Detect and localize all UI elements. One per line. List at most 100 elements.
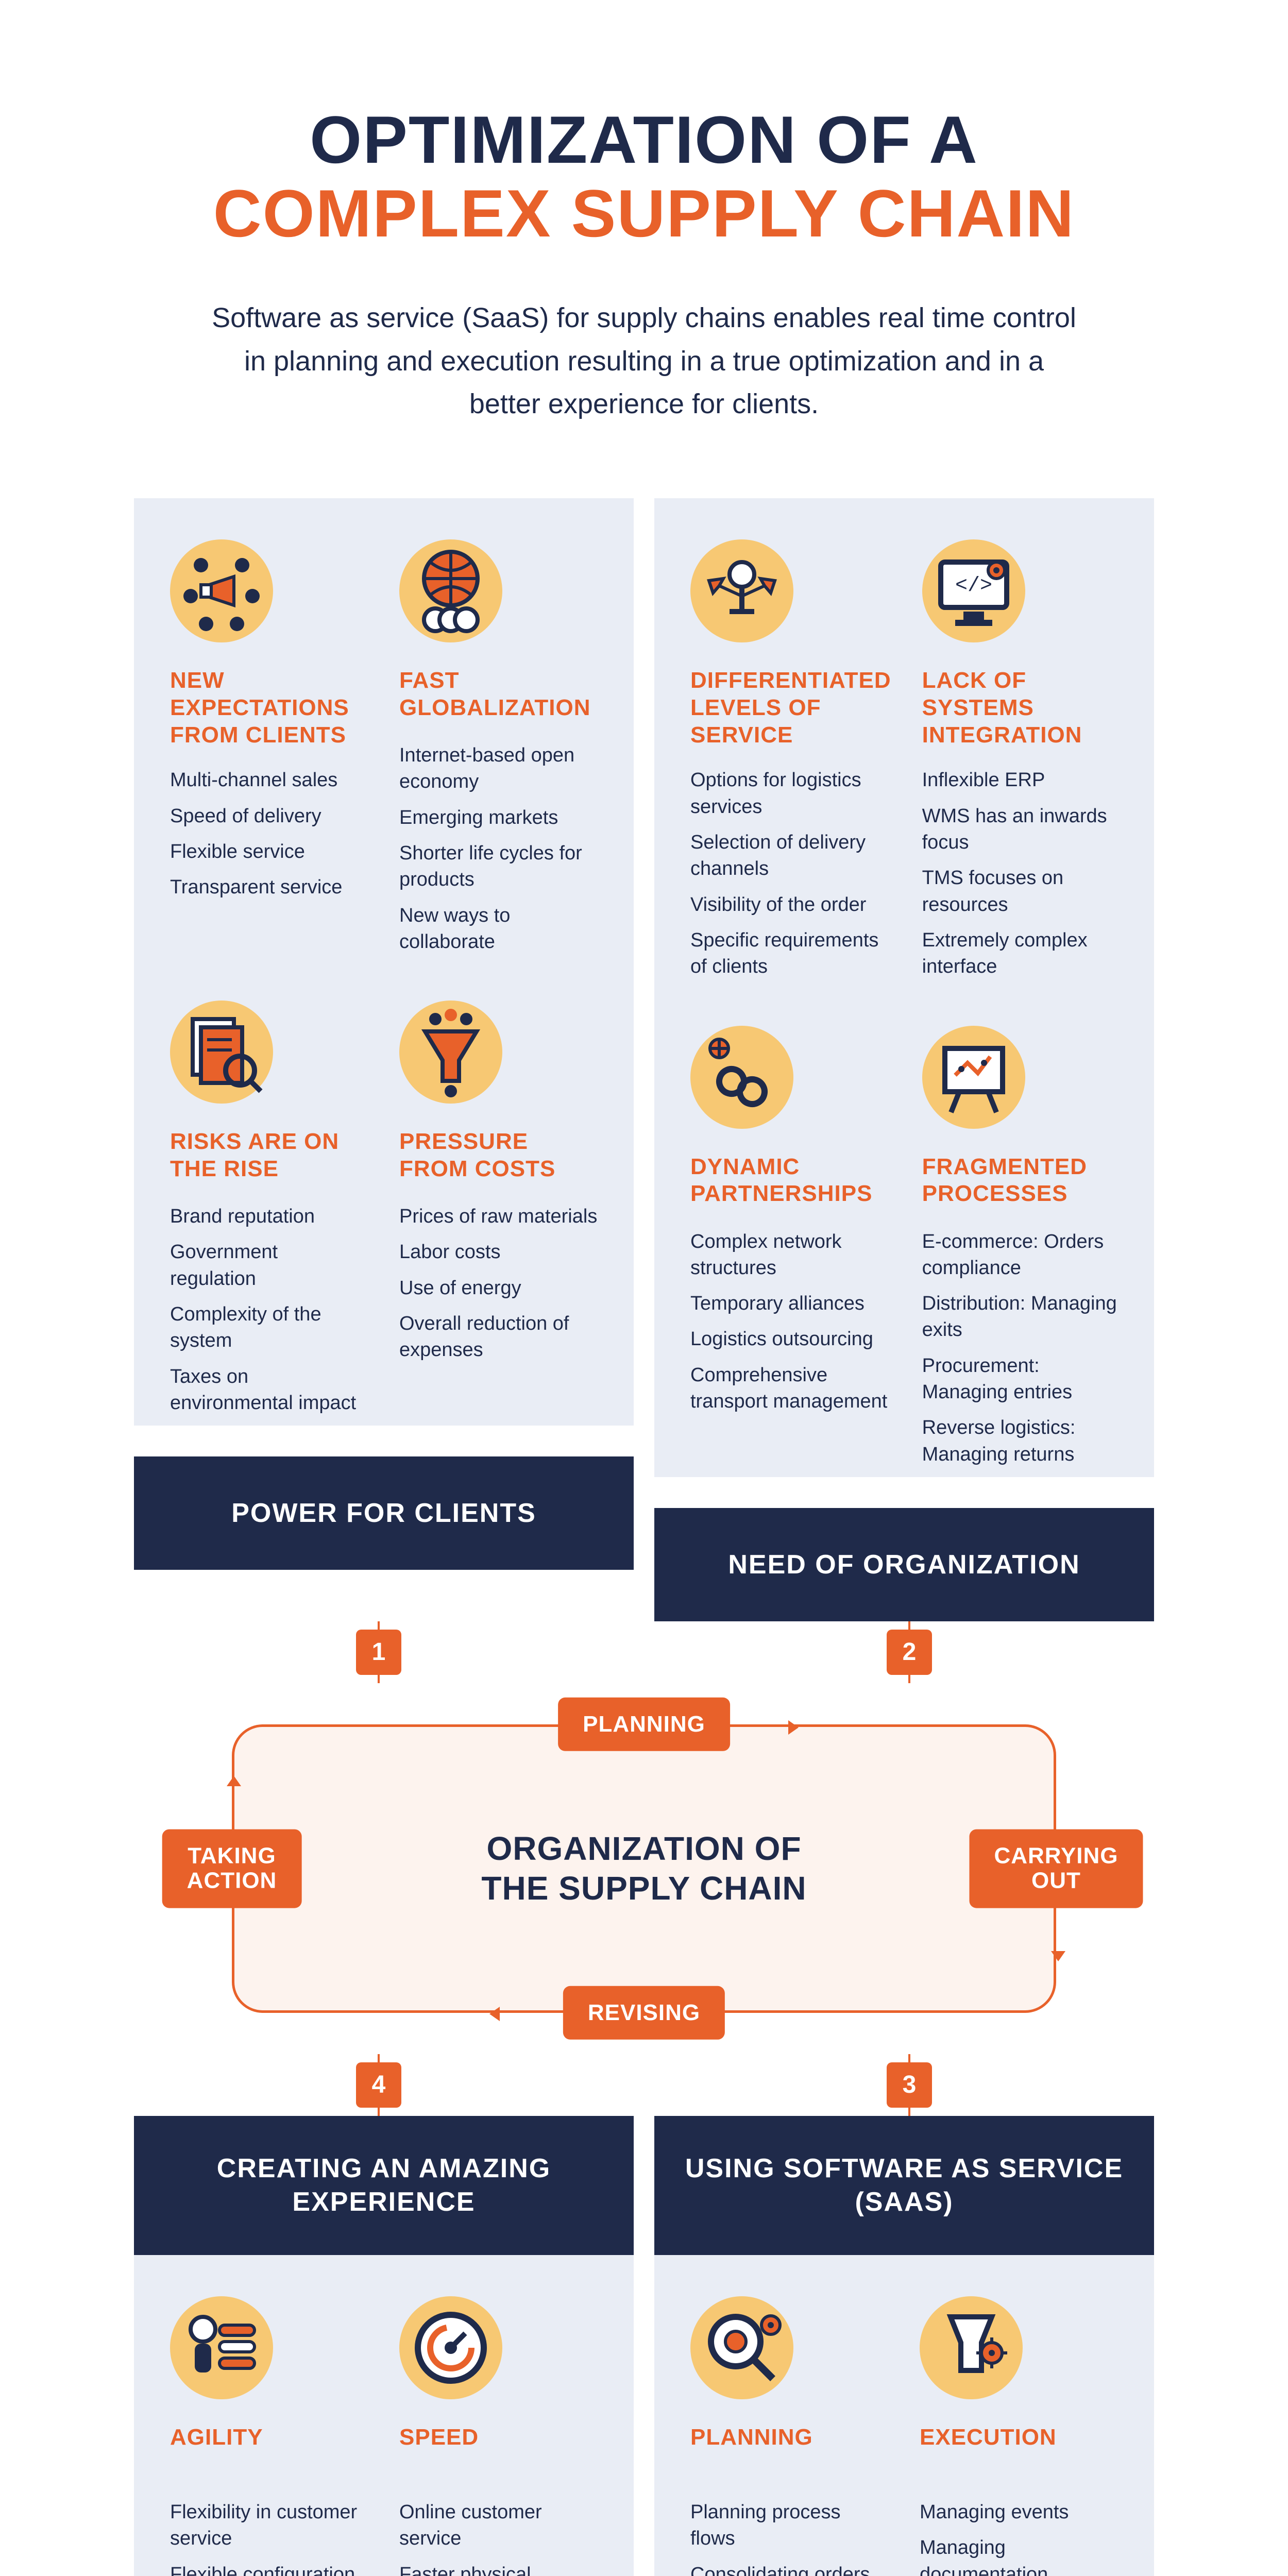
- main-title: OPTIMIZATION OF A COMPLEX SUPPLY CHAIN: [134, 103, 1154, 250]
- bl-item-1: SPEED Online customer serviceFaster phys…: [399, 2296, 598, 2576]
- point: Inflexible ERP: [922, 767, 1118, 793]
- item-title: DYNAMIC PARTNERSHIPS: [690, 1154, 891, 1210]
- subtitle: Software as service (SaaS) for supply ch…: [206, 297, 1082, 426]
- point: New ways to collaborate: [399, 903, 598, 956]
- item-list: Brand reputationGovernment regulationCom…: [170, 1204, 368, 1416]
- point: Flexibility in customer service: [170, 2499, 368, 2552]
- item-list: Flexibility in customer service Flexible …: [170, 2499, 368, 2576]
- document-icon: [170, 1001, 273, 1104]
- globe-icon: [399, 539, 502, 642]
- item-list: Planning process flowsConsolidating orde…: [690, 2499, 889, 2576]
- item-list: Internet-based open economy Emerging mark…: [399, 742, 598, 955]
- point: Brand reputation: [170, 1204, 368, 1230]
- point: Emerging markets: [399, 805, 598, 831]
- point: Multi-channel sales: [170, 767, 368, 793]
- item-title: DIFFERENTIATED LEVELS OF SERVICE: [690, 667, 891, 749]
- point: Distribution: Managing exits: [922, 1291, 1118, 1344]
- arrow-right: [1051, 1951, 1065, 1961]
- point: Taxes on environmental impact: [170, 1364, 368, 1417]
- point: Comprehensive transport management: [690, 1362, 891, 1415]
- tr-item-3: FRAGMENTED PROCESSES E-commerce: Orders …: [922, 1026, 1118, 1477]
- point: Extremely complex interface: [922, 927, 1118, 980]
- banner-experience: CREATING AN AMAZING EXPERIENCE: [134, 2116, 634, 2255]
- br-item-0: PLANNING Planning process flowsConsolida…: [690, 2296, 889, 2576]
- point: Faster physical processes: [399, 2562, 598, 2576]
- link-icon: [690, 1026, 793, 1129]
- item-list: Multi-channel sales Speed of delivery Flex…: [170, 767, 368, 901]
- point: Use of energy: [399, 1275, 598, 1301]
- connector-top: 1 2: [134, 1621, 1154, 1683]
- item-title: AGILITY: [170, 2424, 368, 2481]
- item-list: Online customer service Faster physical p…: [399, 2499, 598, 2576]
- item-title: FRAGMENTED PROCESSES: [922, 1154, 1118, 1210]
- point: Reverse logistics: Managing returns: [922, 1415, 1118, 1468]
- cycle-center-l1: ORGANIZATION OF: [481, 1829, 806, 1869]
- pill-taking: TAKINGACTION: [162, 1829, 302, 1908]
- top-left-block: NEW EXPECTATIONS FROM CLIENTS Multi-chan…: [134, 498, 634, 1621]
- point: Labor costs: [399, 1239, 598, 1265]
- megaphone-icon: [170, 539, 273, 642]
- item-title: PLANNING: [690, 2424, 889, 2481]
- cycle-center: ORGANIZATION OF THE SUPPLY CHAIN: [481, 1829, 806, 1908]
- num-1: 1: [356, 1630, 401, 1675]
- tr-item-2: DYNAMIC PARTNERSHIPS Complex network str…: [690, 1026, 891, 1477]
- tl-item-1: FAST GLOBALIZATION Internet-based open e…: [399, 539, 598, 964]
- item-list: Complex network structuresTemporary alli…: [690, 1229, 891, 1415]
- point: Flexible service: [170, 839, 368, 865]
- point: Internet-based open economy: [399, 742, 598, 795]
- item-title: NEW EXPECTATIONS FROM CLIENTS: [170, 667, 368, 749]
- point: Transparent service: [170, 874, 368, 901]
- item-title: EXECUTION: [920, 2424, 1118, 2481]
- point: Shorter life cycles for products: [399, 840, 598, 893]
- point: E-commerce: Orders compliance: [922, 1229, 1118, 1282]
- pill-revising: REVISING: [563, 1986, 725, 2040]
- funnel-icon: [399, 1001, 502, 1104]
- point: Managing documentation: [920, 2535, 1118, 2576]
- pill-planning: PLANNING: [558, 1698, 730, 1751]
- item-list: E-commerce: Orders compliance Distributio…: [922, 1229, 1118, 1468]
- bottom-right-block: USING SOFTWARE AS SERVICE (SAAS) PLANNIN…: [654, 2116, 1154, 2576]
- point: Selection of delivery channels: [690, 829, 891, 883]
- banner-power: POWER FOR CLIENTS: [134, 1456, 634, 1570]
- num-3: 3: [887, 2062, 932, 2108]
- point: Specific requirements of clients: [690, 927, 891, 980]
- point: Visibility of the order: [690, 892, 891, 918]
- item-list: Managing eventsManaging documentationVis…: [920, 2499, 1118, 2576]
- title-line-2: COMPLEX SUPPLY CHAIN: [134, 177, 1154, 250]
- top-right-card: DIFFERENTIATED LEVELS OF SERVICE Options…: [654, 498, 1154, 1477]
- agility-icon: [170, 2296, 273, 2399]
- item-title: PRESSURE FROM COSTS: [399, 1128, 598, 1185]
- point: Flexible configuration of processes: [170, 2562, 368, 2576]
- point: Planning process flows: [690, 2499, 889, 2552]
- bottom-left-card: AGILITY Flexibility in customer serviceF…: [134, 2255, 634, 2576]
- item-list: Inflexible ERPWMS has an inwards focusTM…: [922, 767, 1118, 980]
- point: Complexity of the system: [170, 1301, 368, 1354]
- tr-item-1: </> LACK OF SYSTEMS INTEGRATION Inflexib…: [922, 539, 1118, 989]
- point: Options for logistics services: [690, 767, 891, 820]
- arrow-top: [788, 1720, 799, 1735]
- connector-bottom: 4 3: [134, 2054, 1154, 2116]
- top-left-card: NEW EXPECTATIONS FROM CLIENTS Multi-chan…: [134, 498, 634, 1426]
- point: Online customer service: [399, 2499, 598, 2552]
- board-icon: [922, 1026, 1025, 1129]
- cycle-center-l2: THE SUPPLY CHAIN: [481, 1869, 806, 1908]
- bottom-left-block: CREATING AN AMAZING EXPERIENCE AGILITY F…: [134, 2116, 634, 2576]
- point: Speed of delivery: [170, 803, 368, 829]
- page: OPTIMIZATION OF A COMPLEX SUPPLY CHAIN S…: [0, 0, 1288, 2576]
- tr-item-0: DIFFERENTIATED LEVELS OF SERVICE Options…: [690, 539, 891, 989]
- item-list: Prices of raw materialsLabor costsUse of…: [399, 1204, 598, 1363]
- monitor-icon: </>: [922, 539, 1025, 642]
- item-list: Options for logistics services Selection …: [690, 767, 891, 980]
- tl-item-0: NEW EXPECTATIONS FROM CLIENTS Multi-chan…: [170, 539, 368, 964]
- magnify-icon: [690, 2296, 793, 2399]
- item-title: LACK OF SYSTEMS INTEGRATION: [922, 667, 1118, 749]
- gauge-icon: [399, 2296, 502, 2399]
- point: Temporary alliances: [690, 1291, 891, 1317]
- execution-icon: [920, 2296, 1023, 2399]
- item-title: FAST GLOBALIZATION: [399, 667, 598, 724]
- top-row: NEW EXPECTATIONS FROM CLIENTS Multi-chan…: [134, 498, 1154, 1621]
- arrow-bottom: [489, 2007, 500, 2021]
- arrows-icon: [690, 539, 793, 642]
- point: TMS focuses on resources: [922, 865, 1118, 918]
- point: Managing events: [920, 2499, 1118, 2526]
